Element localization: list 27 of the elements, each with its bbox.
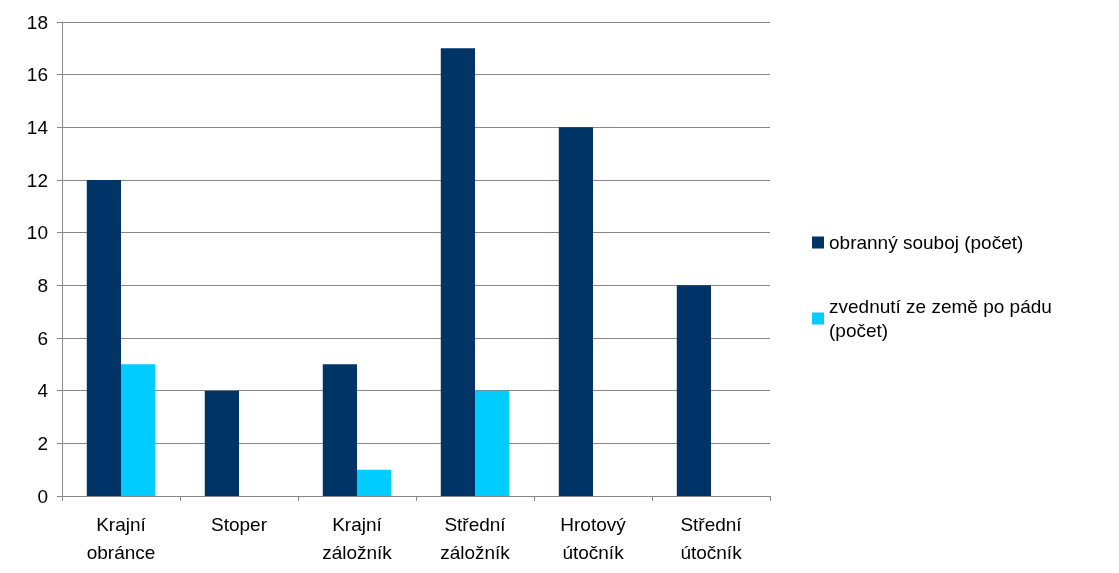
x-tick-label: Střední útočník xyxy=(680,513,743,563)
x-tick-label: Hrotový útočník xyxy=(560,513,627,563)
y-tick-label: 16 xyxy=(26,64,48,86)
y-tick-label: 10 xyxy=(26,222,48,244)
bar xyxy=(440,48,475,496)
y-tick-label: 18 xyxy=(26,11,48,33)
bar xyxy=(322,364,357,496)
y-tick-label: 0 xyxy=(37,485,48,507)
legend-label: zvednutí ze země po pádu (počet) xyxy=(829,296,1058,341)
y-tick-label: 2 xyxy=(37,432,48,454)
bar xyxy=(558,127,593,496)
y-tick-label: 6 xyxy=(37,327,48,349)
y-tick-label: 14 xyxy=(26,116,49,138)
bar xyxy=(121,364,156,496)
bar xyxy=(86,180,121,496)
legend-label: obranný souboj (počet) xyxy=(829,232,1024,253)
bar xyxy=(676,285,711,496)
x-tick-label: Krajní obránce xyxy=(86,513,156,563)
bar xyxy=(204,390,239,496)
x-tick-label: Krajní záložník xyxy=(322,513,393,563)
bar xyxy=(357,469,392,496)
y-tick-label: 12 xyxy=(26,169,48,191)
x-tick-label: Stoper xyxy=(211,513,268,535)
y-tick-label: 4 xyxy=(37,380,49,402)
x-tick-label: Střední záložník xyxy=(440,513,511,563)
y-tick-label: 8 xyxy=(37,274,48,296)
bar xyxy=(475,390,510,496)
